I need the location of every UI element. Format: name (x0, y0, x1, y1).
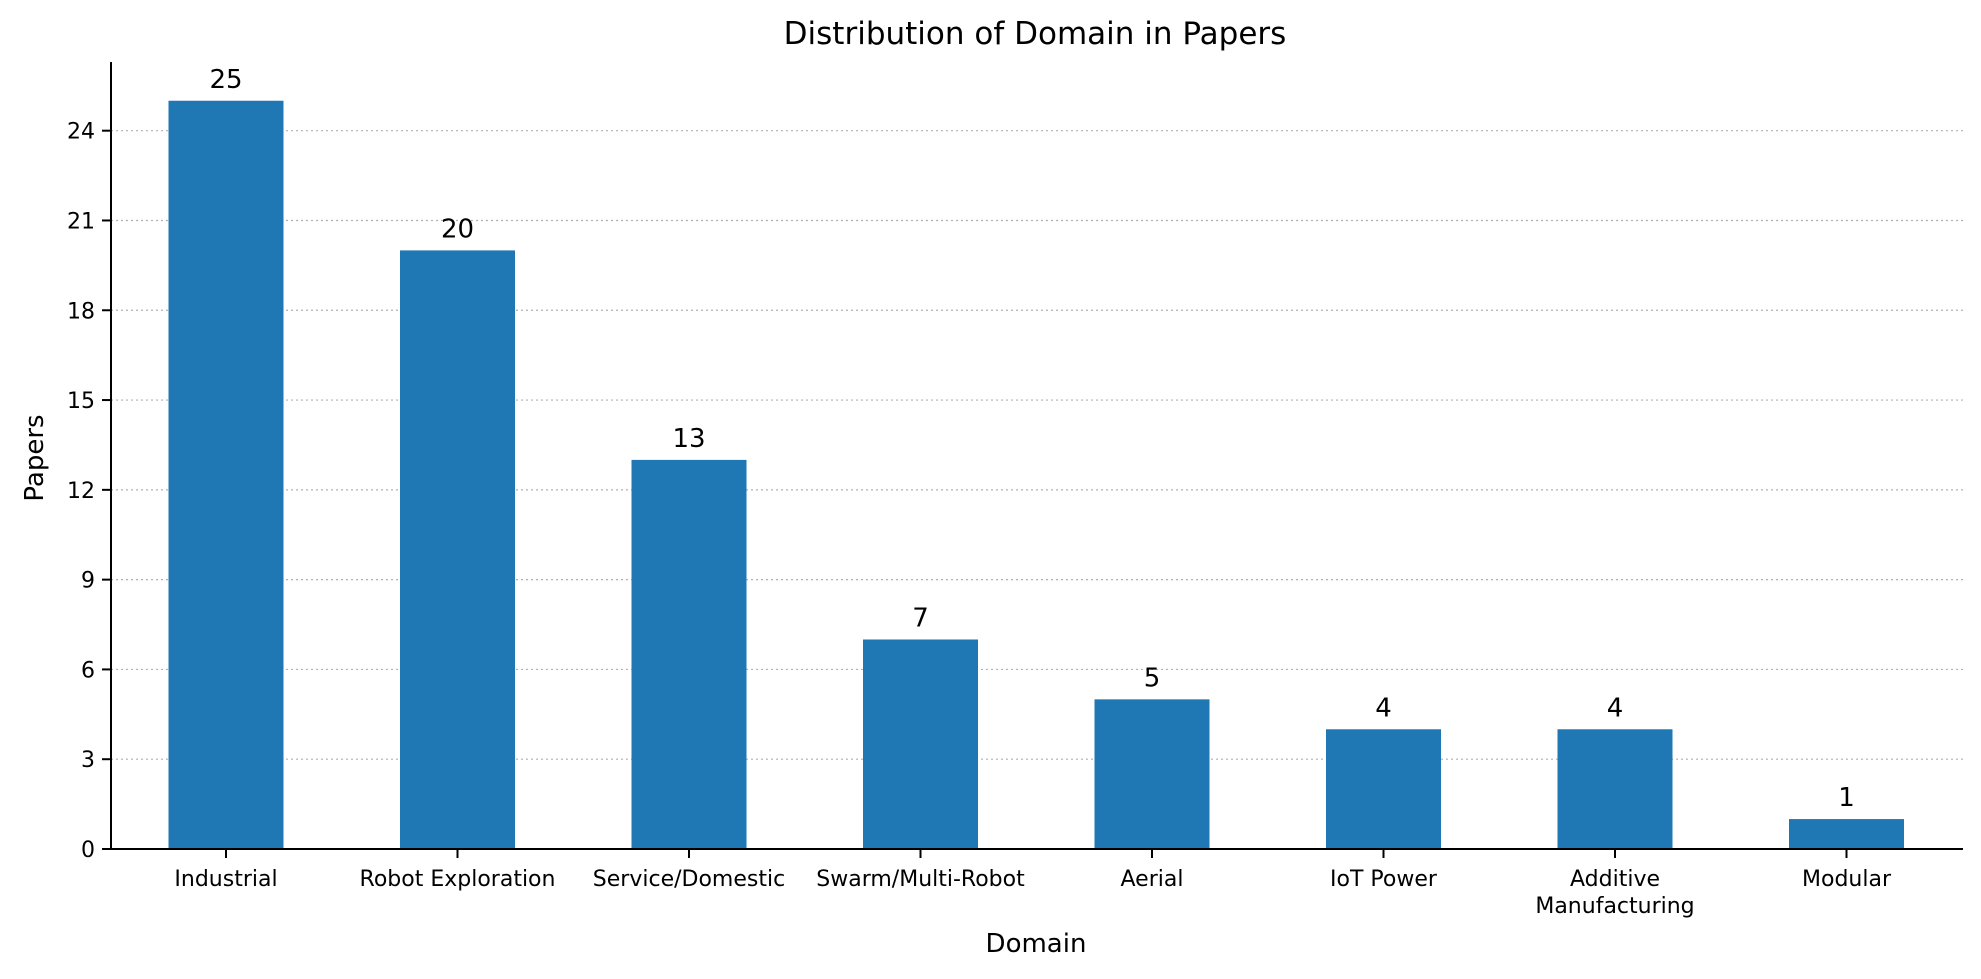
y-tick-label: 6 (81, 658, 95, 683)
bar (400, 250, 515, 849)
bars (168, 100, 1904, 849)
y-tick-label: 24 (67, 120, 95, 145)
x-tick-label: Modular (1802, 867, 1892, 892)
bar-value-label: 5 (1144, 663, 1161, 693)
x-ticks: Industrial Robot Exploration Service/Domes… (174, 849, 1892, 919)
y-ticks: 0 3 6 9 12 15 18 21 24 (67, 120, 111, 863)
x-tick-label: Service/Domestic (593, 867, 785, 892)
bar-value-label: 13 (672, 424, 705, 454)
x-axis-title: Domain (986, 929, 1087, 959)
y-tick-label: 9 (81, 569, 95, 594)
x-tick-label: Robot Exploration (360, 867, 556, 892)
y-axis-title: Papers (20, 414, 50, 501)
x-tick-label: Industrial (174, 867, 277, 892)
y-tick-label: 15 (67, 389, 95, 414)
bar-value-label: 25 (209, 65, 242, 95)
y-tick-label: 12 (67, 479, 95, 504)
bar-value-label: 4 (1375, 693, 1392, 723)
bar-value-label: 4 (1607, 693, 1624, 723)
bar (1326, 729, 1441, 849)
bar (863, 639, 978, 849)
chart-title: Distribution of Domain in Papers (784, 16, 1287, 52)
axes (110, 62, 1963, 850)
bar-value-label: 20 (441, 214, 474, 244)
bar (631, 459, 747, 849)
grid-lines (111, 130, 1963, 760)
bar (168, 100, 284, 849)
y-tick-label: 21 (67, 209, 95, 234)
bar (1789, 819, 1904, 849)
y-tick-label: 0 (81, 838, 95, 863)
bar (1557, 729, 1673, 849)
x-tick-label: Swarm/Multi-Robot (816, 867, 1025, 892)
value-labels: 25 20 13 7 5 4 4 1 (209, 65, 1854, 813)
bar-value-label: 1 (1838, 783, 1855, 813)
x-tick-label: Additive Manufacturing (1535, 867, 1694, 919)
y-tick-label: 18 (67, 299, 95, 324)
bar-value-label: 7 (912, 603, 929, 633)
bar (1094, 699, 1210, 849)
x-tick-label: Aerial (1121, 867, 1184, 892)
x-tick-label: IoT Power (1330, 867, 1438, 892)
y-tick-label: 3 (81, 748, 95, 773)
